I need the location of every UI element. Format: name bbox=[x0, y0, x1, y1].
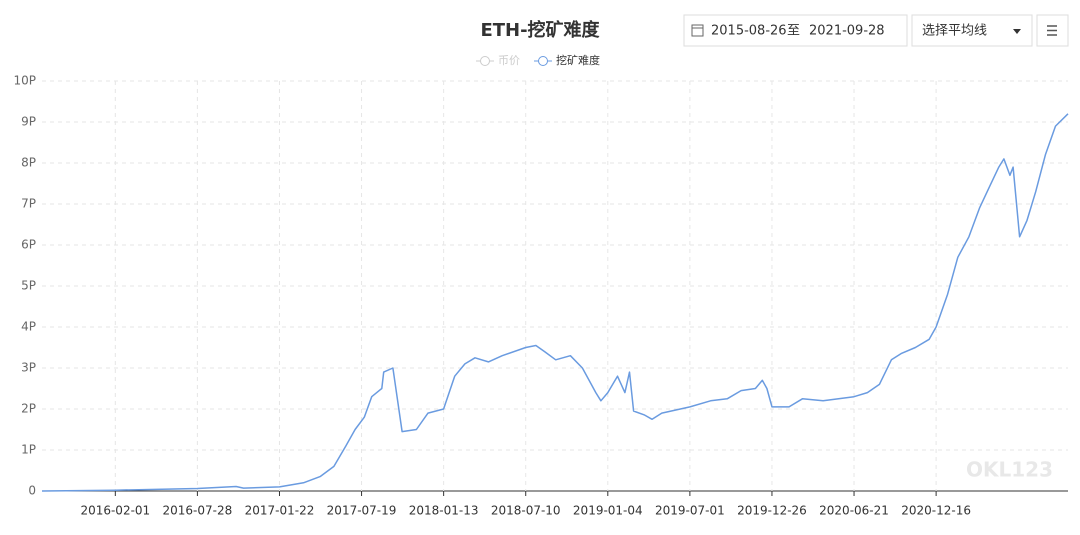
menu-icon bbox=[1047, 25, 1057, 36]
y-tick-label: 9P bbox=[21, 115, 36, 129]
y-tick-label: 0 bbox=[28, 484, 36, 498]
x-tick-label: 2017-07-19 bbox=[327, 504, 397, 518]
y-tick-label: 3P bbox=[21, 361, 36, 375]
date-range-picker[interactable]: 2015-08-26 至 2021-09-28 bbox=[683, 14, 908, 47]
watermark: OKL123 bbox=[966, 458, 1053, 482]
calendar-icon bbox=[691, 24, 704, 37]
date-box[interactable] bbox=[683, 14, 908, 47]
x-tick-label: 2018-01-13 bbox=[409, 504, 479, 518]
y-tick-label: 4P bbox=[21, 320, 36, 334]
x-tick-label: 2019-12-26 bbox=[737, 504, 807, 518]
legend-marker bbox=[480, 56, 490, 66]
dropdown-arrow bbox=[1013, 29, 1021, 34]
y-tick-label: 5P bbox=[21, 279, 36, 293]
x-tick-label: 2016-02-01 bbox=[80, 504, 150, 518]
x-tick-label: 2020-06-21 bbox=[819, 504, 889, 518]
x-tick-label: 2017-01-22 bbox=[245, 504, 315, 518]
x-tick-label: 2016-07-28 bbox=[163, 504, 233, 518]
y-tick-label: 1P bbox=[21, 443, 36, 457]
y-tick-label: 10P bbox=[13, 74, 36, 88]
x-tick-label: 2020-12-16 bbox=[901, 504, 971, 518]
legend-label[interactable]: 币价 bbox=[498, 54, 520, 67]
y-tick-label: 2P bbox=[21, 402, 36, 416]
data-line bbox=[41, 113, 1069, 492]
y-tick-label: 6P bbox=[21, 238, 36, 252]
range-separator: 至 bbox=[787, 24, 800, 39]
x-tick-label: 2018-07-10 bbox=[491, 504, 561, 518]
legend-marker bbox=[538, 56, 548, 66]
y-tick-label: 8P bbox=[21, 156, 36, 170]
start-date[interactable]: 2015-08-26 bbox=[711, 24, 787, 39]
x-tick-label: 2019-07-01 bbox=[655, 504, 725, 518]
chart-title: ETH-挖矿难度 bbox=[480, 19, 600, 41]
ma-select[interactable] bbox=[911, 14, 1033, 47]
legend-label[interactable]: 挖矿难度 bbox=[556, 53, 600, 67]
end-date[interactable]: 2021-09-28 bbox=[809, 24, 885, 39]
y-tick-label: 7P bbox=[21, 197, 36, 211]
x-tick-label: 2019-01-04 bbox=[573, 504, 643, 518]
ma-select-label[interactable]: 选择平均线 bbox=[922, 24, 987, 39]
